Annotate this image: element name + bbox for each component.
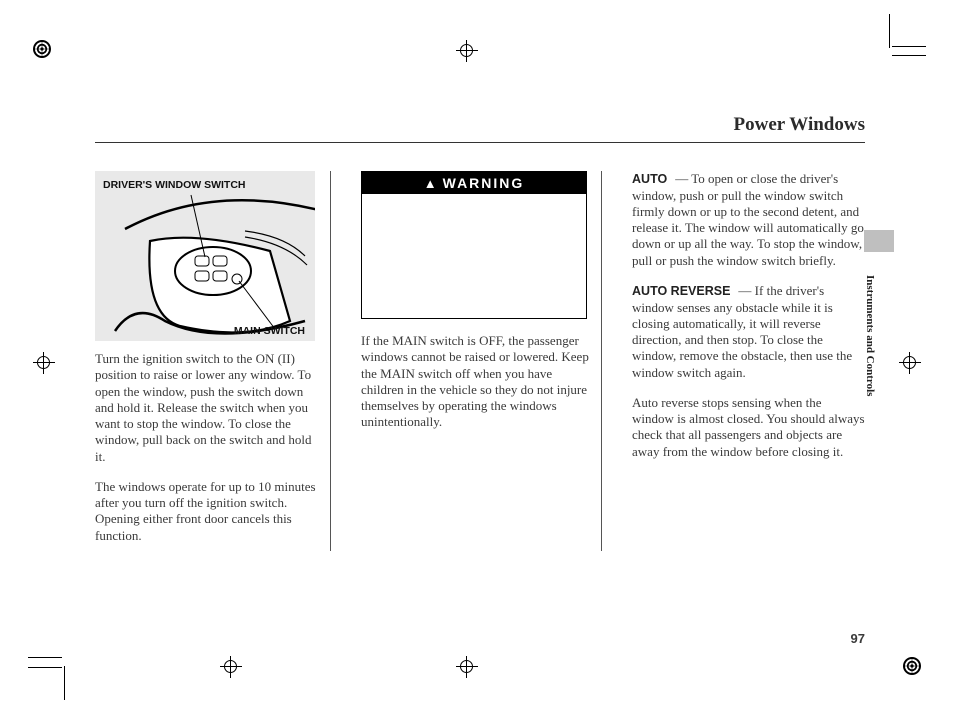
col3-para-autoreverse: AUTO REVERSE— If the driver's window sen…	[632, 283, 865, 381]
auto-heading: AUTO	[632, 172, 667, 186]
crosshair-right	[899, 352, 921, 374]
column-3: AUTO— To open or close the driver's wind…	[632, 171, 865, 558]
col3-para-auto: AUTO— To open or close the driver's wind…	[632, 171, 865, 269]
figure-label-bottom: MAIN SWITCH	[234, 325, 305, 337]
crosshair-bottom	[456, 656, 478, 678]
title-rule	[95, 142, 865, 143]
page-body: Power Windows DRIVER'S WINDOW SWITCH	[95, 114, 865, 654]
crosshair-left	[33, 352, 55, 374]
registration-mark-top-left	[33, 40, 51, 58]
column-1: DRIVER'S WINDOW SWITCH	[95, 171, 318, 558]
warning-triangle-icon: ▲	[424, 176, 439, 191]
column-2: ▲ WARNING If the MAIN switch is OFF, the …	[361, 171, 589, 558]
registration-mark-bottom-right	[903, 657, 921, 675]
warning-header: ▲ WARNING	[362, 172, 586, 194]
col1-para-1: Turn the ignition switch to the ON (II) …	[95, 351, 318, 465]
switch-diagram: DRIVER'S WINDOW SWITCH	[95, 171, 315, 341]
column-rule-2	[601, 171, 602, 551]
col2-para-1: If the MAIN switch is OFF, the passenger…	[361, 333, 589, 431]
switch-diagram-svg	[95, 171, 315, 341]
col3-para-3: Auto reverse stops sensing when the wind…	[632, 395, 865, 460]
content-columns: DRIVER'S WINDOW SWITCH	[95, 171, 865, 558]
autoreverse-heading: AUTO REVERSE	[632, 284, 730, 298]
column-rule-1	[330, 171, 331, 551]
page-number: 97	[851, 631, 865, 646]
section-tab	[864, 230, 894, 252]
warning-label: WARNING	[443, 175, 525, 191]
section-label: Instruments and Controls	[864, 275, 876, 396]
col1-para-2: The windows operate for up to 10 minutes…	[95, 479, 318, 544]
crosshair-bottom-left	[220, 656, 242, 678]
page-title: Power Windows	[95, 114, 865, 136]
crosshair-top	[456, 40, 478, 62]
warning-box: ▲ WARNING	[361, 171, 587, 319]
